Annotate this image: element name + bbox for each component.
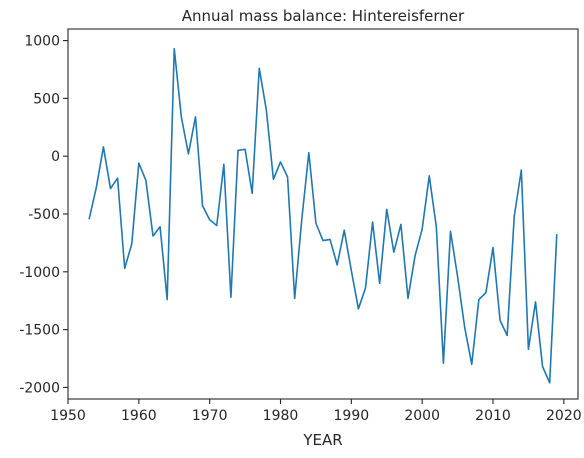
axes-frame <box>67 28 579 400</box>
x-axis-label: YEAR <box>302 431 342 449</box>
y-tick-label: -500 <box>28 207 60 223</box>
x-tick-label: 1960 <box>121 408 157 424</box>
x-tick-label: 2020 <box>546 408 582 424</box>
plot-area: 1950 1960 1970 1980 1990 2000 2010 2020 -2000 -15… <box>19 28 582 424</box>
y-tick-label: -2000 <box>19 380 60 396</box>
y-tick-label: -1000 <box>19 265 60 281</box>
y-tick-label: 1000 <box>24 34 60 50</box>
series-line <box>88 47 558 384</box>
x-tick-label: 1990 <box>334 408 370 424</box>
x-tick-label: 2010 <box>475 408 511 424</box>
y-tick-label: 0 <box>51 149 60 165</box>
chart-title: Annual mass balance: Hintereisferner <box>182 7 465 25</box>
x-tick-label: 2000 <box>404 408 440 424</box>
x-tick-label: 1950 <box>50 408 86 424</box>
x-tick-label: 1970 <box>192 408 228 424</box>
y-tick-label: -1500 <box>19 323 60 339</box>
x-tick-label: 1980 <box>263 408 299 424</box>
y-tick-label: 500 <box>33 91 60 107</box>
